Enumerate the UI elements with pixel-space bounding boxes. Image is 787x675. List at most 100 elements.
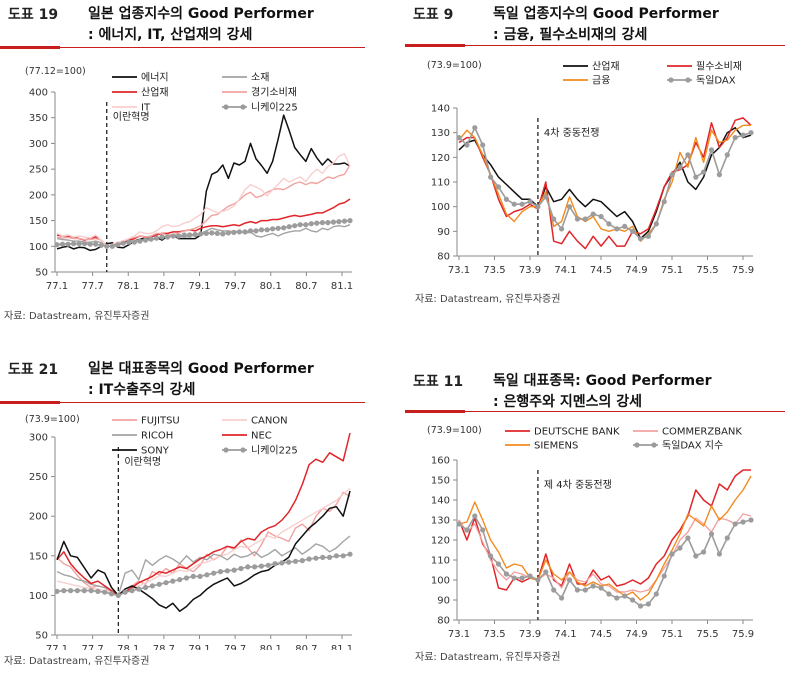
y-tick-label: 250 [29, 472, 48, 483]
x-tick-label: 78.7 [153, 644, 175, 650]
series-line-1 [56, 487, 351, 597]
header-rule [465, 45, 785, 46]
series-point [264, 227, 270, 233]
series-point [480, 527, 486, 533]
series-point [104, 243, 110, 249]
series-point [598, 585, 604, 591]
legend-marker [634, 442, 640, 448]
series-point [645, 601, 651, 607]
series-point [209, 230, 215, 236]
x-tick-label: 75.9 [732, 629, 754, 640]
series-point [341, 218, 348, 224]
x-tick-label: 81.1 [331, 644, 353, 650]
series-point [81, 588, 87, 594]
series-point [740, 132, 746, 138]
series-point [582, 587, 588, 593]
legend-label: 독일DAX [696, 75, 736, 87]
legend-marker [685, 77, 691, 83]
y-tick-label: 120 [431, 153, 450, 164]
series-point [590, 211, 596, 217]
series-point [252, 564, 258, 570]
series-point [308, 221, 314, 227]
series-point [203, 230, 209, 236]
series-point [74, 588, 80, 594]
figure-title-line1: 독일 업종지수의 Good Performer [493, 6, 719, 22]
series-line-0 [458, 469, 751, 591]
series-point [748, 517, 754, 523]
series-point [606, 221, 612, 227]
series-point [527, 199, 533, 205]
series-point [472, 513, 478, 519]
figure-number: 도표 11 [413, 374, 464, 390]
series-point [54, 588, 60, 594]
series-point [566, 204, 573, 210]
legend-label: 금융 [592, 75, 610, 87]
series-point [551, 216, 557, 222]
series-point [622, 223, 628, 229]
series-point [347, 551, 353, 557]
figure-title-line1: 독일 대표종목: Good Performer [493, 373, 712, 389]
x-tick-label: 73.5 [483, 265, 505, 276]
series-point [543, 194, 549, 200]
figure-title-line2: : IT수출주의 강세 [88, 382, 196, 398]
series-point [170, 233, 176, 239]
series-point [685, 152, 691, 158]
series-point [275, 225, 281, 231]
legend-marker [240, 447, 246, 453]
series-point [192, 231, 198, 238]
series-point [142, 237, 149, 243]
series-point [197, 573, 203, 579]
series-point [156, 581, 162, 587]
series-point [198, 231, 204, 237]
x-tick-label: 75.5 [696, 265, 718, 276]
panel-header: 도표 19 일본 업종지수의 Good Performer : 에너지, IT,… [0, 0, 380, 49]
series-point [559, 595, 565, 601]
series-point [292, 558, 299, 564]
series-point [93, 241, 99, 247]
x-tick-label: 75.1 [661, 629, 683, 640]
legend-label: 산업재 [592, 60, 620, 73]
series-point [472, 125, 478, 131]
series-point [661, 199, 667, 205]
series-line-0 [56, 114, 351, 252]
series-point [319, 220, 325, 226]
series-line-2 [458, 475, 752, 601]
legend-label: 소재 [251, 72, 269, 84]
y-tick-label: 110 [431, 556, 450, 567]
legend-label: SONY [141, 446, 170, 457]
series-point [732, 521, 738, 527]
series-point [456, 135, 462, 141]
series-point [76, 241, 82, 247]
series-point [511, 575, 517, 581]
series-point [286, 224, 292, 230]
header-rule [60, 47, 365, 48]
series-point [327, 554, 333, 560]
x-tick-label: 77.1 [46, 281, 68, 292]
series-point [281, 225, 287, 231]
y-tick-label: 140 [431, 496, 450, 507]
legend-marker [223, 104, 229, 110]
series-point [253, 228, 259, 234]
series-point [59, 241, 66, 247]
y-tick-label: 110 [431, 178, 450, 189]
figure-title-line2: : 은행주와 지멘스의 강세 [493, 394, 643, 410]
header-rule [60, 402, 365, 403]
series-point [495, 561, 502, 567]
x-tick-label: 73.1 [448, 265, 470, 276]
series-point [716, 172, 722, 178]
series-point [661, 573, 667, 579]
x-tick-label: 81.1 [331, 281, 353, 292]
legend-label: 니케이225 [251, 102, 298, 114]
series-point [519, 201, 525, 207]
x-tick-label: 80.1 [260, 644, 282, 650]
series-point [637, 236, 644, 242]
legend-label: NEC [251, 431, 272, 442]
y-tick-label: 80 [437, 252, 450, 263]
legend-label: 산업재 [141, 86, 169, 99]
x-tick-label: 74.1 [554, 629, 576, 640]
y-tick-label: 250 [29, 165, 48, 176]
series-point [122, 589, 128, 595]
source-note: 자료: Datastream, 유진투자증권 [415, 294, 561, 305]
y-tick-label: 150 [431, 476, 450, 487]
series-point [87, 241, 93, 247]
